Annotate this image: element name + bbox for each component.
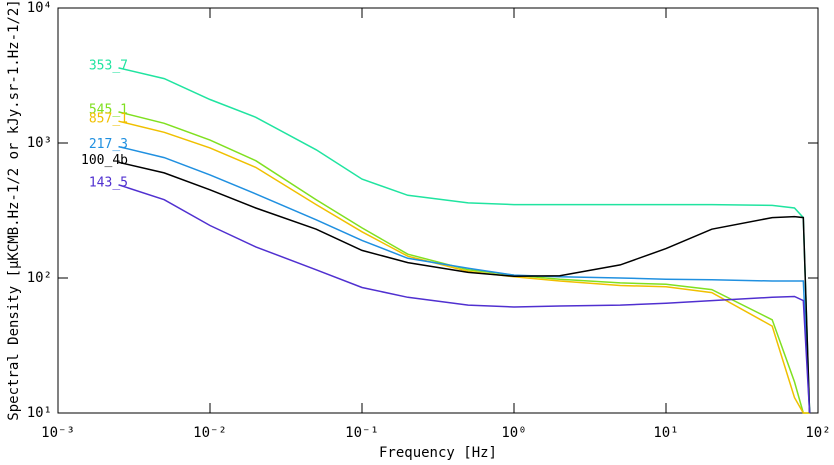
x-tick-label: 10⁻¹ <box>345 425 379 441</box>
plot-frame <box>57 7 819 414</box>
series-label: 545_1 <box>89 102 128 117</box>
y-axis-label: Spectral Density [μKCMB.Hz-1/2 or kJy.sr… <box>6 0 22 421</box>
series-label: 100_4b <box>81 153 128 168</box>
series-label: 353_7 <box>89 58 128 73</box>
series-label: 857_1 <box>89 112 128 127</box>
y-tick-label: 10³ <box>27 135 52 151</box>
x-axis-label: Frequency [Hz] <box>379 445 497 461</box>
x-tick-label: 10¹ <box>653 425 678 441</box>
series-line <box>118 111 810 414</box>
y-tick-label: 10⁴ <box>27 0 52 16</box>
series-line <box>118 161 811 414</box>
x-tick-label: 10² <box>805 425 830 441</box>
series-line <box>118 184 811 414</box>
series-line <box>118 145 811 414</box>
y-tick-label: 10² <box>27 270 52 286</box>
x-tick-label: 10⁻³ <box>41 425 75 441</box>
series-label: 217_3 <box>89 137 128 152</box>
x-tick-label: 10⁻² <box>193 425 227 441</box>
x-tick-label: 10⁰ <box>501 425 526 441</box>
series-line <box>118 67 811 414</box>
series-label: 143_5 <box>89 175 128 190</box>
y-tick-label: 10¹ <box>27 405 52 421</box>
